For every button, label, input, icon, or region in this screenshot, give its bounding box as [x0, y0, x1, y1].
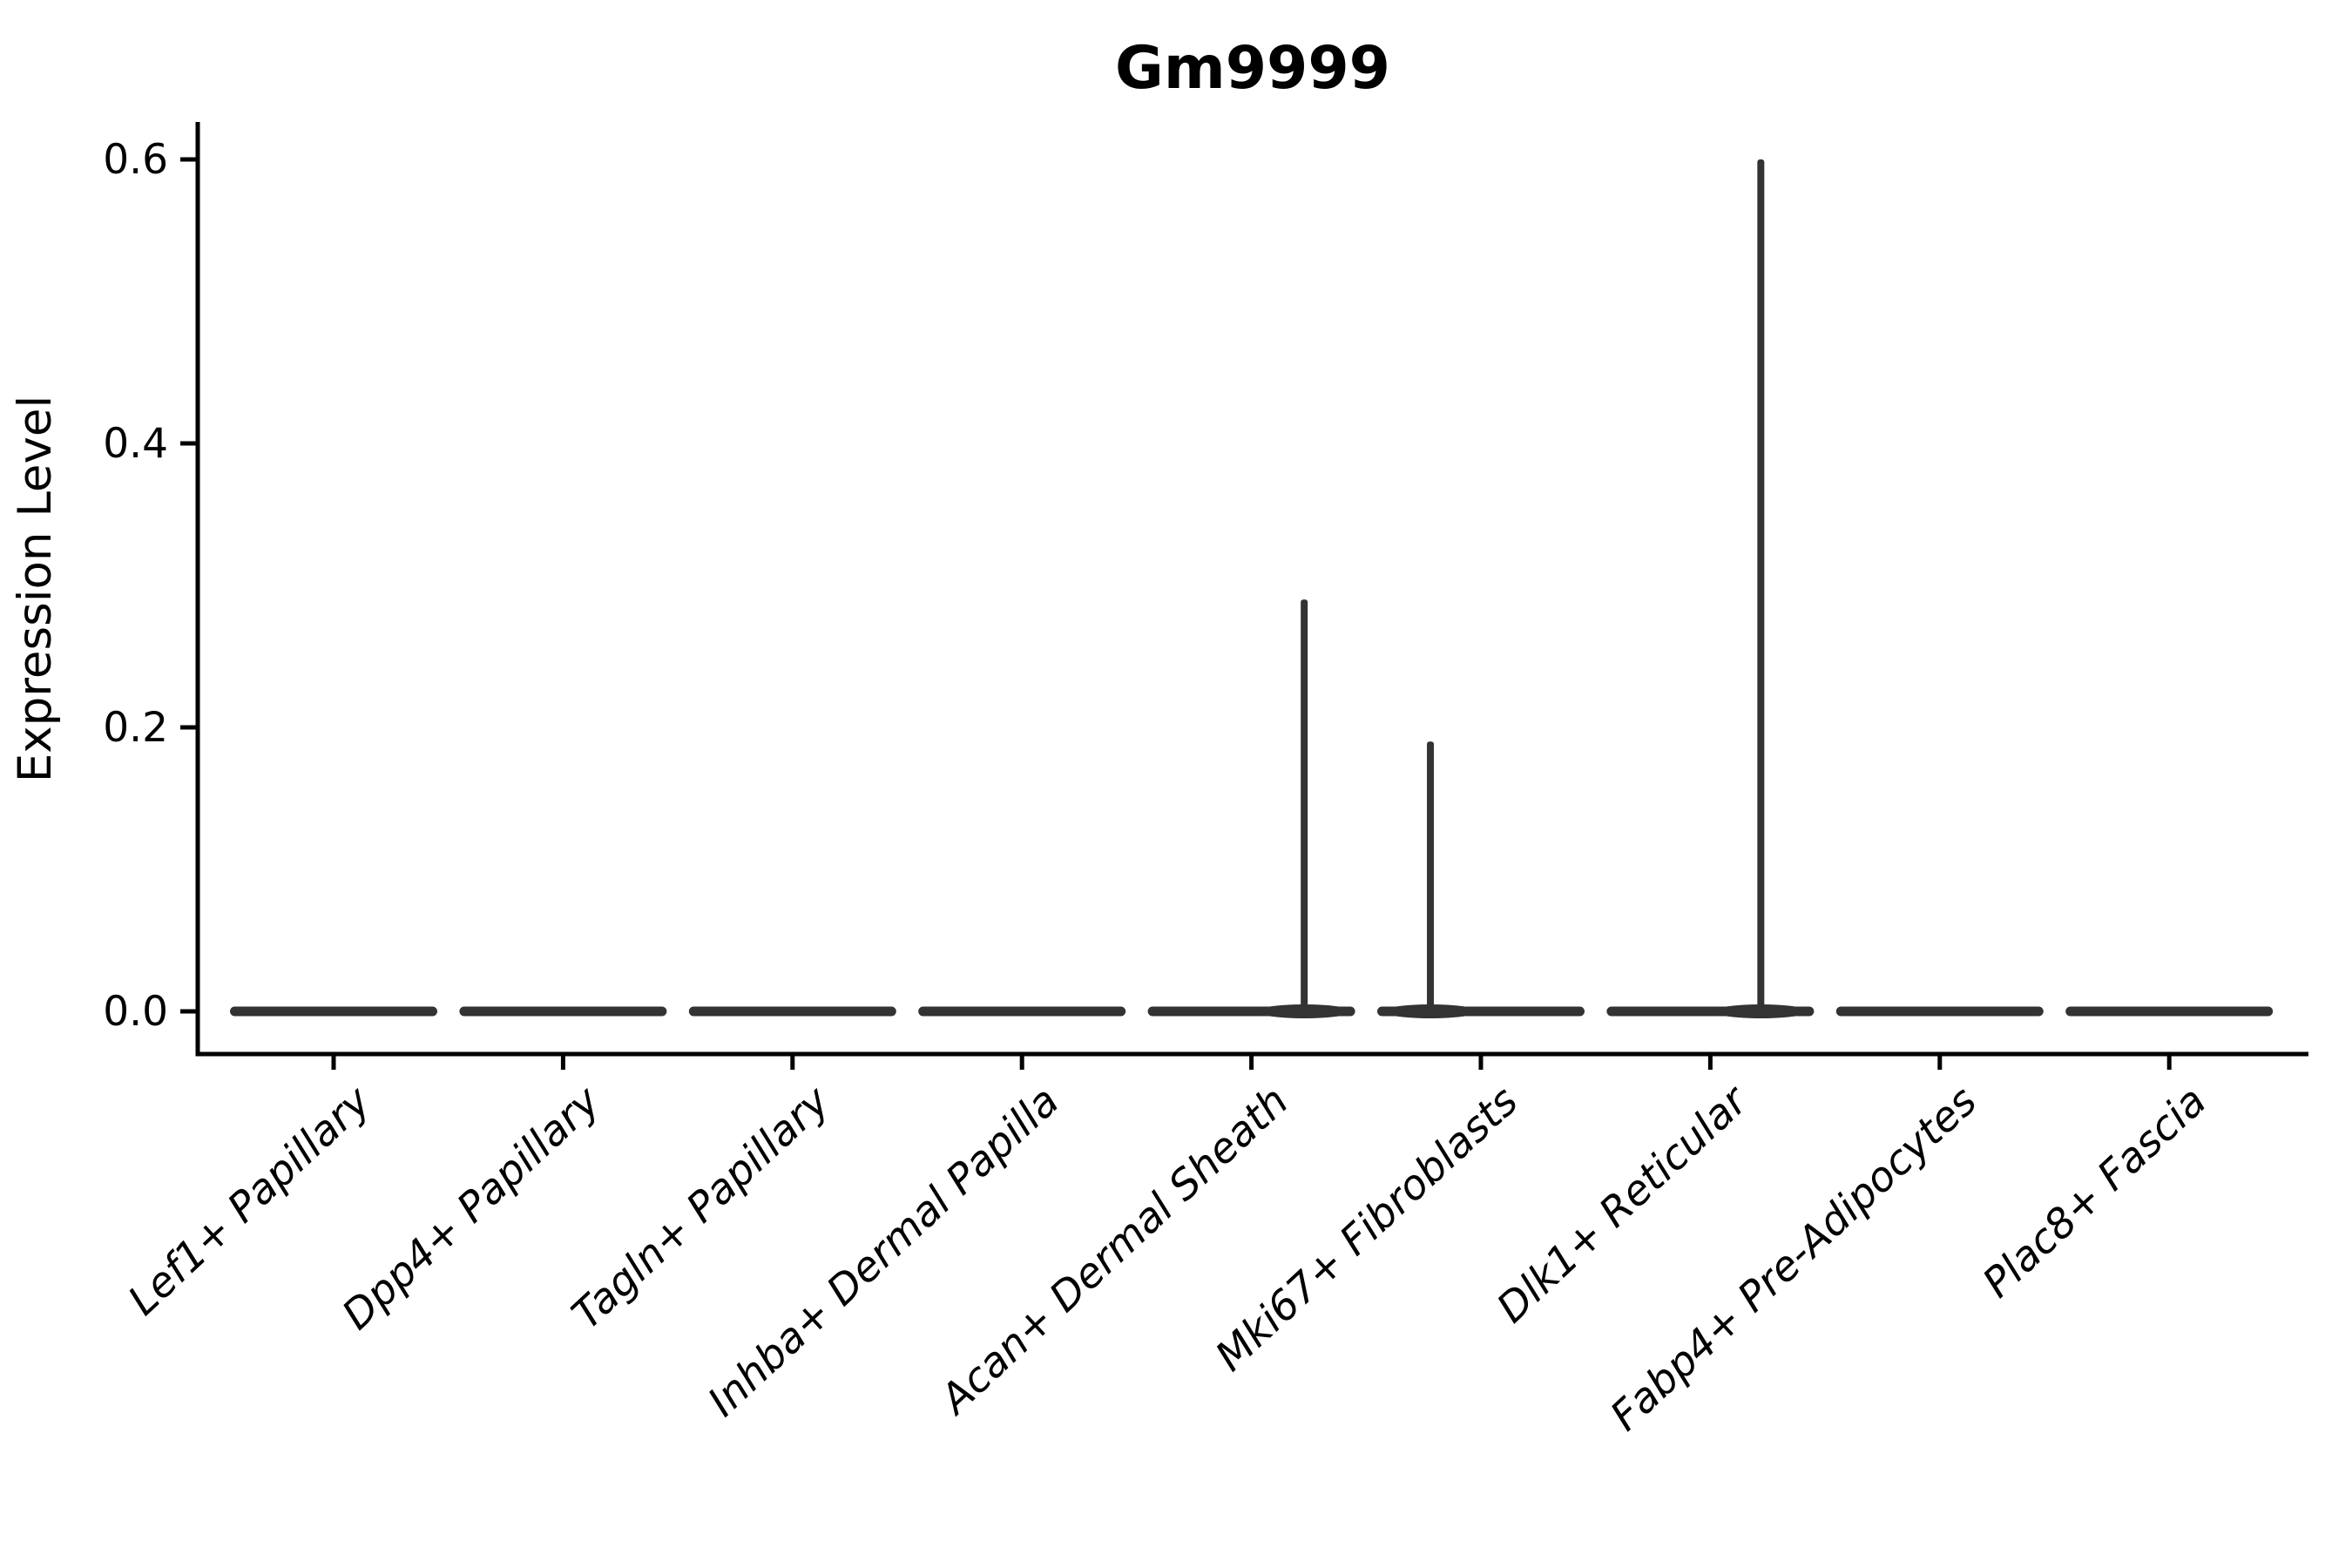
x-category-label: Plac8+ Fascia	[1974, 1078, 2216, 1308]
x-category-label: Dlk1+ Reticular	[1488, 1076, 1758, 1333]
expression-spike	[1757, 159, 1765, 1011]
y-axis-label: Expression Level	[9, 395, 62, 782]
x-category-label: Fabp4+ Pre-Adipocytes	[1601, 1078, 1986, 1441]
violin-body	[230, 1006, 437, 1017]
y-tick-label: 0.2	[103, 704, 168, 752]
violin-body	[459, 1006, 667, 1017]
violin-body	[688, 1006, 896, 1017]
expression-spike	[1427, 741, 1435, 1011]
axes-layer	[180, 122, 2308, 1070]
y-tick-label: 0.6	[103, 136, 168, 184]
y-tick-label: 0.4	[103, 420, 168, 468]
expression-spike	[1301, 599, 1308, 1011]
violins-layer	[230, 159, 2274, 1018]
plot-title: Gm9999	[1115, 34, 1390, 103]
violin-body	[1835, 1006, 2044, 1017]
violin-body	[918, 1006, 1126, 1017]
x-category-label: Lef1+ Papillary	[119, 1077, 381, 1325]
violin-body	[2065, 1006, 2274, 1017]
y-tick-label: 0.0	[103, 988, 168, 1036]
